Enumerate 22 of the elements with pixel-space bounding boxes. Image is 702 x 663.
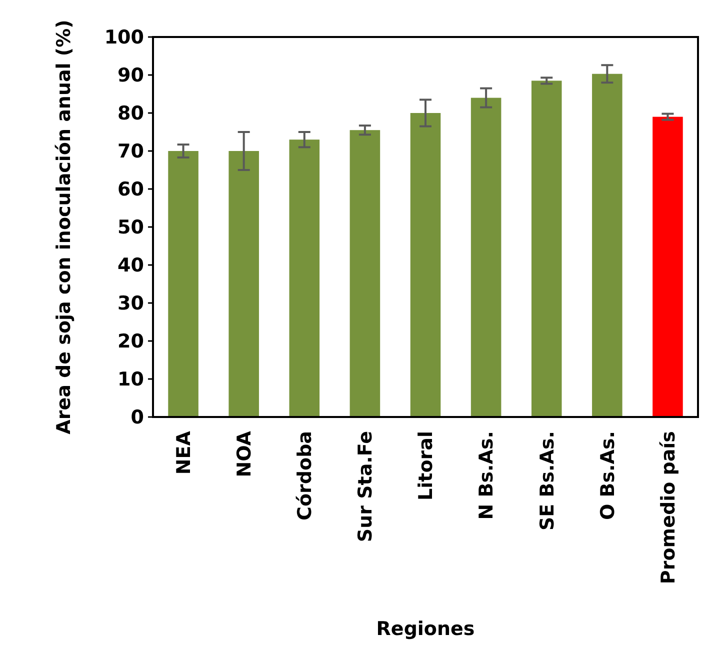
- y-tick-label: 70: [118, 140, 144, 163]
- x-tick-label: Litoral: [415, 431, 438, 500]
- x-tick-label: O Bs.As.: [596, 431, 619, 520]
- x-tick-label: NOA: [233, 430, 256, 478]
- y-tick-label: 20: [118, 330, 144, 353]
- x-tick-label: NEA: [172, 430, 195, 475]
- x-tick-label: Córdoba: [294, 431, 316, 520]
- y-tick-label: 10: [118, 368, 144, 391]
- y-tick-label: 0: [130, 406, 144, 429]
- x-tick-label: Promedio país: [657, 431, 680, 584]
- y-tick-label: 50: [118, 216, 144, 239]
- x-tick-label: SE Bs.As.: [536, 431, 558, 531]
- y-tick-label: 40: [118, 254, 144, 277]
- x-tick-label: N Bs.As.: [476, 431, 498, 520]
- y-tick-label: 30: [118, 292, 144, 315]
- y-tick-label: 90: [118, 64, 144, 87]
- x-tick-label: Sur Sta.Fe: [354, 431, 377, 542]
- y-tick-label: 60: [118, 178, 144, 201]
- y-axis-title: Area de soja con inoculación anual (%): [53, 20, 75, 434]
- y-tick-label: 80: [118, 102, 144, 125]
- y-tick-label: 100: [104, 26, 144, 49]
- x-axis-title: Regiones: [376, 618, 475, 640]
